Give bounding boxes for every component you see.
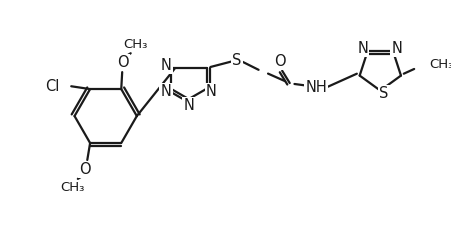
- Text: CH₃: CH₃: [60, 181, 84, 194]
- Text: S: S: [378, 86, 388, 101]
- Text: N: N: [160, 58, 171, 73]
- Text: NH: NH: [304, 80, 327, 95]
- Text: N: N: [160, 84, 171, 99]
- Text: N: N: [391, 41, 401, 56]
- Text: CH₃: CH₃: [123, 38, 147, 51]
- Text: N: N: [357, 41, 368, 56]
- Text: N: N: [183, 98, 194, 113]
- Text: O: O: [117, 55, 129, 70]
- Text: O: O: [79, 162, 91, 177]
- Text: S: S: [232, 53, 241, 68]
- Text: Cl: Cl: [46, 79, 60, 94]
- Text: N: N: [206, 84, 216, 99]
- Text: CH₃: CH₃: [428, 58, 451, 71]
- Text: O: O: [274, 54, 285, 69]
